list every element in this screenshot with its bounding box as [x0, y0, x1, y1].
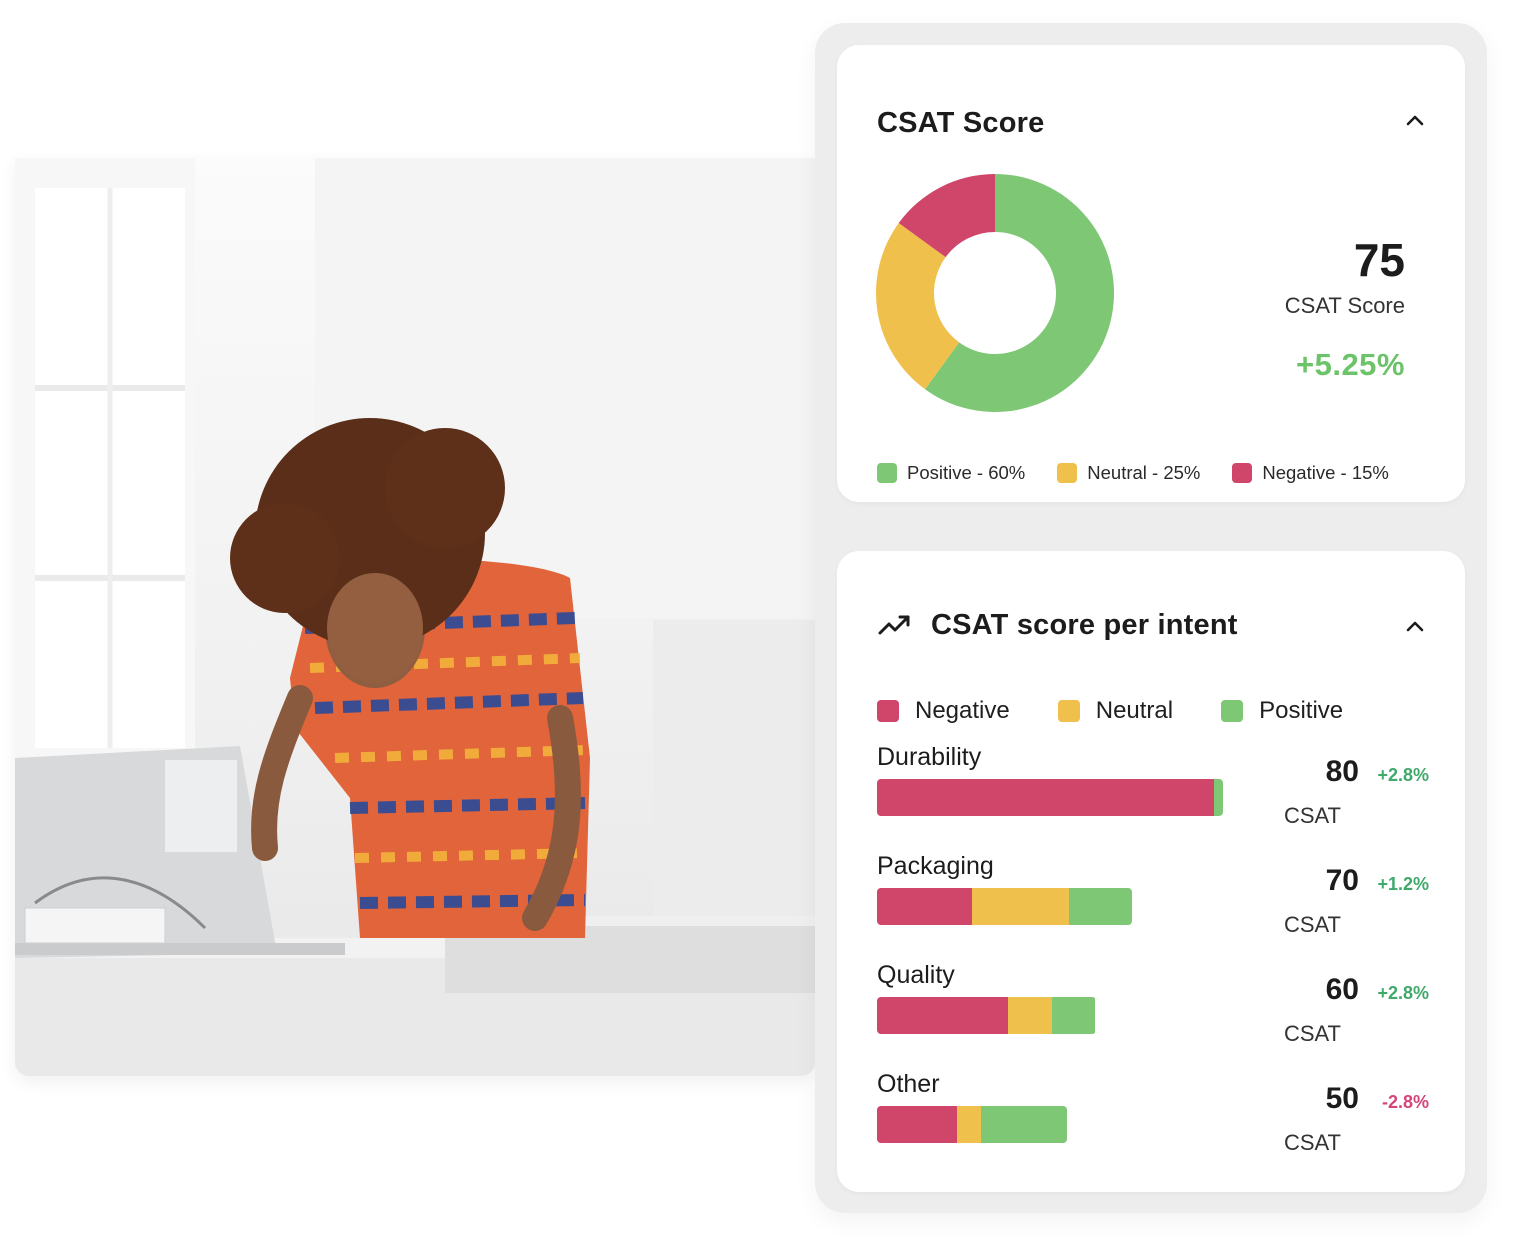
intent-card-title: CSAT score per intent: [931, 609, 1238, 641]
legend-item-positive: Positive: [1221, 697, 1343, 725]
donut-slice-neutral: [876, 223, 960, 390]
bar-segment-positive: [981, 1106, 1067, 1143]
legend-swatch: [1232, 463, 1253, 483]
bar-segment-negative: [877, 888, 973, 925]
intent-row-durability: Durability 80 +2.8% CSAT: [877, 743, 1429, 843]
hero-photo: [15, 158, 815, 1076]
intent-delta: -2.8%: [1381, 1092, 1429, 1112]
legend-label: Positive: [1259, 697, 1344, 724]
intent-delta: +1.2%: [1377, 874, 1429, 894]
intent-bar: [877, 888, 1132, 925]
chevron-up-icon[interactable]: [1403, 109, 1427, 133]
intent-score: 70: [1325, 864, 1359, 897]
legend-swatch: [877, 700, 899, 722]
bar-segment-neutral: [972, 888, 1070, 925]
csat-per-intent-card: CSAT score per intent Negative Neutral P…: [837, 551, 1465, 1192]
csat-score-value: 75: [1353, 234, 1405, 286]
intent-row-other: Other 50 -2.8% CSAT: [877, 1070, 1429, 1170]
legend-item-neutral: Neutral: [1057, 697, 1174, 725]
intent-label: Other: [877, 1070, 940, 1098]
bar-segment-positive: [1214, 779, 1223, 816]
legend-swatch: [1057, 700, 1080, 722]
intent-bar: [877, 779, 1223, 816]
intent-delta: +2.8%: [1377, 765, 1429, 785]
intent-score: 60: [1325, 973, 1359, 1006]
csat-card-title: CSAT Score: [877, 107, 1045, 139]
office-scene-illustration: [15, 158, 815, 1076]
intent-label: Durability: [877, 743, 982, 771]
legend-label: Neutral - 25%: [1087, 462, 1201, 483]
legend-label: Neutral: [1095, 697, 1174, 724]
csat-donut-chart: [876, 174, 1114, 412]
bar-segment-neutral: [1008, 997, 1052, 1034]
intent-row-quality: Quality 60 +2.8% CSAT: [877, 961, 1429, 1061]
donut-slice-positive: [925, 174, 1114, 412]
bar-segment-negative: [877, 1106, 957, 1143]
legend-item-negative: Negative - 15%: [1232, 462, 1389, 484]
legend-item-positive: Positive - 60%: [877, 462, 1025, 484]
bar-segment-negative: [877, 779, 1215, 816]
legend-swatch: [877, 463, 897, 483]
intent-label: Packaging: [877, 852, 994, 880]
bar-segment-positive: [1069, 888, 1132, 925]
legend-item-neutral: Neutral - 25%: [1057, 462, 1200, 484]
intent-csat-label: CSAT: [1283, 803, 1341, 828]
chevron-up-icon[interactable]: [1403, 615, 1427, 639]
trending-up-icon: [878, 615, 910, 635]
csat-score-label: CSAT Score: [1284, 293, 1405, 318]
intent-label: Quality: [877, 961, 955, 989]
legend-swatch: [1221, 700, 1244, 722]
intent-csat-label: CSAT: [1283, 1130, 1341, 1155]
intent-score: 80: [1325, 755, 1359, 788]
intent-delta: +2.8%: [1377, 983, 1429, 1003]
intent-row-packaging: Packaging 70 +1.2% CSAT: [877, 852, 1429, 952]
donut-slice-negative: [898, 174, 995, 258]
intent-csat-label: CSAT: [1283, 1021, 1341, 1046]
legend-swatch: [1057, 463, 1078, 483]
csat-score-delta: +5.25%: [1295, 347, 1405, 382]
bar-segment-positive: [1051, 997, 1096, 1034]
legend-label: Negative: [915, 697, 1010, 724]
csat-legend: Positive - 60% Neutral - 25% Negative - …: [877, 462, 1389, 484]
csat-score-card: CSAT Score 75 CSAT Score +5.25% Positive…: [837, 45, 1465, 502]
legend-item-negative: Negative: [877, 697, 1010, 725]
intent-csat-label: CSAT: [1283, 912, 1341, 937]
bar-segment-neutral: [956, 1106, 982, 1143]
bar-segment-negative: [877, 997, 1009, 1034]
intent-legend: Negative Neutral Positive: [877, 697, 1391, 725]
legend-label: Positive - 60%: [907, 462, 1026, 483]
dashboard-panel: CSAT Score 75 CSAT Score +5.25% Positive…: [815, 23, 1487, 1213]
intent-bar: [877, 1106, 1067, 1143]
intent-bar: [877, 997, 1096, 1034]
intent-score: 50: [1325, 1082, 1359, 1115]
legend-label: Negative - 15%: [1262, 462, 1389, 483]
